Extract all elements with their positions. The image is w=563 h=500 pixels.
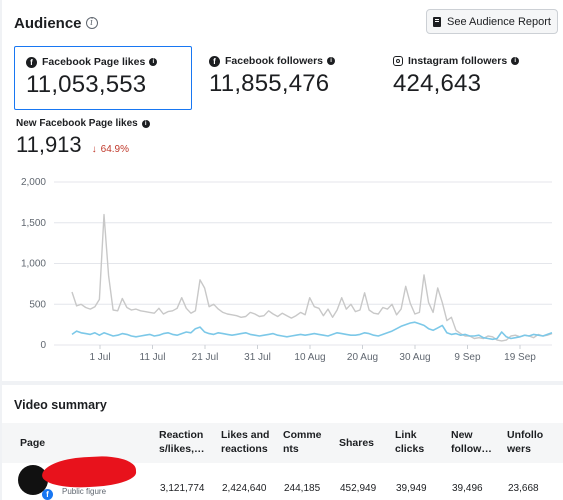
- x-tick-label: 11 Jul: [140, 352, 166, 363]
- metric-label: Facebook followers: [225, 55, 324, 67]
- cell-comments: 244,185: [284, 483, 321, 494]
- col-header-page[interactable]: Page: [20, 437, 46, 449]
- audience-card: Audience i See Audience Report f Faceboo…: [2, 0, 563, 381]
- info-icon[interactable]: i: [85, 17, 98, 29]
- metric-value: 424,643: [393, 70, 482, 97]
- new-page-likes-label: New Facebook Page likes i: [16, 118, 150, 129]
- col-header-shares[interactable]: Shares: [339, 437, 375, 449]
- metric-facebook-followers[interactable]: f Facebook followers i 11,855,476: [198, 46, 378, 110]
- page-likes-line-chart[interactable]: 2,000 1,500 1,000 500 0 1 Jul 11 Jul 21 Jul 31 J…: [2, 172, 563, 372]
- info-icon[interactable]: i: [511, 57, 520, 65]
- col-header-comments[interactable]: Comme nts: [283, 429, 322, 455]
- change-percent: 64.9%: [100, 144, 130, 155]
- x-tick-label: 21 Jul: [192, 352, 219, 363]
- y-tick-label: 1,500: [21, 218, 46, 229]
- metric-value: 11,053,553: [26, 71, 147, 98]
- facebook-icon: f: [26, 56, 37, 68]
- metric-label: Facebook Page likes: [42, 56, 146, 68]
- info-icon[interactable]: i: [149, 58, 158, 66]
- change-indicator: ↓ 64.9%: [92, 144, 129, 155]
- y-tick-label: 500: [29, 299, 46, 310]
- col-header-link-clicks[interactable]: Link clicks: [395, 429, 425, 455]
- new-page-likes-label-text: New Facebook Page likes: [16, 118, 138, 129]
- x-tick-label: 31 Jul: [244, 352, 271, 363]
- col-header-likes-reactions[interactable]: Likes and reactions: [221, 429, 270, 455]
- series-line-1: [71, 321, 553, 341]
- audience-title: Audience: [14, 14, 82, 32]
- col-header-reactions[interactable]: Reaction s/likes,…: [159, 429, 205, 455]
- new-page-likes-number: 11,913: [16, 132, 82, 157]
- series-line-0: [71, 213, 553, 342]
- x-tick-label: 19 Sep: [504, 352, 536, 363]
- cell-unfollowers: 23,668: [508, 483, 539, 494]
- y-tick-label: 2,000: [21, 177, 46, 188]
- metric-label: Instagram followers: [408, 55, 508, 67]
- instagram-icon: [393, 56, 403, 66]
- metric-value: 11,855,476: [209, 70, 330, 97]
- col-header-unfollowers[interactable]: Unfollo wers: [507, 429, 544, 455]
- see-audience-report-button[interactable]: See Audience Report: [426, 9, 558, 34]
- y-tick-label: 0: [40, 340, 46, 351]
- cell-link-clicks: 39,949: [396, 483, 427, 494]
- video-summary-title: Video summary: [14, 398, 107, 412]
- x-tick-label: 20 Aug: [347, 352, 378, 363]
- col-header-new-followers[interactable]: New follow…: [451, 429, 492, 455]
- metric-facebook-page-likes[interactable]: f Facebook Page likes i 11,053,553: [14, 46, 192, 110]
- audience-header: Audience i: [14, 12, 98, 34]
- page-category: Public figure: [62, 487, 107, 496]
- x-tick-label: 9 Sep: [454, 352, 481, 363]
- cell-shares: 452,949: [340, 483, 377, 494]
- x-tick-label: 1 Jul: [89, 352, 110, 363]
- book-icon: [433, 16, 442, 27]
- info-icon[interactable]: i: [327, 57, 336, 65]
- x-tick-label: 10 Aug: [294, 352, 325, 363]
- cell-new-followers: 39,496: [452, 483, 483, 494]
- cell-reactions: 3,121,774: [160, 483, 205, 494]
- cell-likes-reactions: 2,424,640: [222, 483, 267, 494]
- see-audience-report-label: See Audience Report: [447, 15, 551, 28]
- metric-instagram-followers[interactable]: Instagram followers i 424,643: [382, 46, 552, 110]
- arrow-down-icon: ↓: [91, 144, 97, 155]
- new-page-likes-value: 11,913 ↓ 64.9%: [16, 132, 129, 158]
- facebook-icon: f: [42, 489, 53, 500]
- facebook-icon: f: [209, 55, 220, 67]
- x-tick-label: 30 Aug: [399, 352, 430, 363]
- info-icon[interactable]: i: [141, 119, 150, 128]
- y-tick-label: 1,000: [21, 259, 46, 270]
- video-summary-card: Video summary Page Reaction s/likes,… Li…: [2, 385, 563, 500]
